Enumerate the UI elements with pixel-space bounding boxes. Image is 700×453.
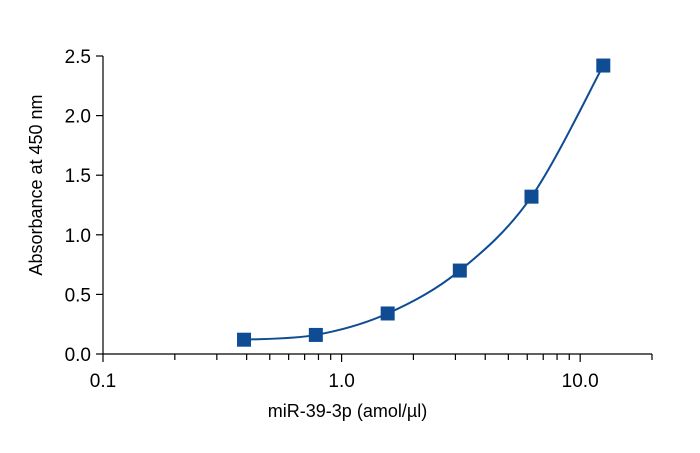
y-tick-label: 0.0 <box>65 345 91 366</box>
y-axis-title: Absorbance at 450 nm <box>26 94 46 275</box>
y-tick-label: 1.5 <box>65 166 91 187</box>
data-point <box>380 306 395 321</box>
x-axis-title: miR-39-3p (amol/µl) <box>268 401 427 421</box>
y-tick-label: 2.0 <box>65 107 91 128</box>
data-point <box>524 189 539 204</box>
y-tick-label: 1.0 <box>65 226 91 247</box>
x-tick-label: 0.1 <box>90 371 116 392</box>
data-point <box>308 327 323 342</box>
fit-curve <box>243 65 605 341</box>
data-point <box>237 332 252 347</box>
x-ticks: 0.1 1.0 10.0 <box>90 354 653 392</box>
axes <box>102 56 652 355</box>
y-ticks: 0.0 0.5 1.0 1.5 2.0 2.5 <box>65 47 103 366</box>
x-tick-label: 10.0 <box>562 371 599 392</box>
y-tick-label: 0.5 <box>65 285 91 306</box>
data-markers <box>237 58 611 347</box>
data-point <box>452 263 467 278</box>
y-tick-label: 2.5 <box>65 47 91 68</box>
data-point <box>596 58 611 73</box>
x-tick-label: 1.0 <box>328 371 354 392</box>
